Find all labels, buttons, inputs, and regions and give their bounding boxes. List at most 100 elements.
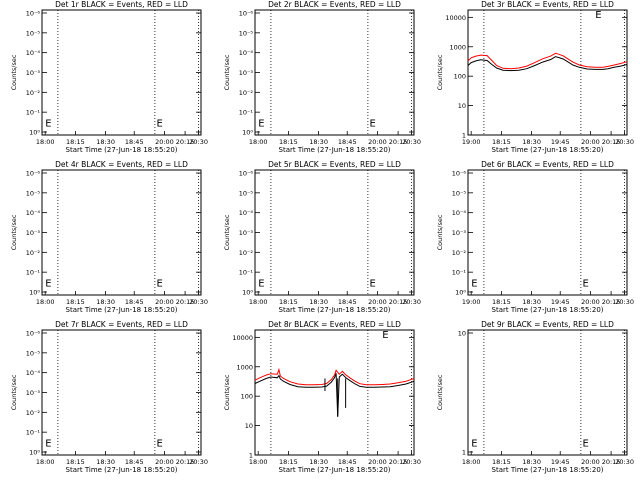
x-tick-label: 19:00 bbox=[462, 138, 481, 146]
panel-title: Det 1r BLACK = Events, RED = LLD bbox=[55, 0, 188, 9]
y-tick-label: 10⁻⁶ bbox=[26, 10, 41, 18]
x-tick-label: 18:00 bbox=[36, 458, 55, 466]
panel-title: Det 9r BLACK = Events, RED = LLD bbox=[481, 320, 614, 329]
y-tick-label: 10⁻² bbox=[452, 249, 467, 257]
y-axis-label: Counts/sec bbox=[436, 214, 444, 250]
plot-frame bbox=[254, 329, 415, 456]
y-tick-label: 10⁻² bbox=[239, 89, 254, 97]
detector-panel-4: Det 4r BLACK = Events, RED = LLD 18:00 18:… bbox=[10, 160, 208, 314]
y-tick-label: 100 bbox=[241, 393, 253, 401]
x-tick-label: 19:00 bbox=[462, 298, 481, 306]
x-tick-label: 18:15 bbox=[279, 298, 298, 306]
event-marker-label: E bbox=[45, 439, 51, 450]
y-tick-label: 10⁻⁶ bbox=[26, 170, 41, 178]
y-tick-label: 1 bbox=[249, 452, 253, 460]
x-axis-label: Start Time (27-Jun-18 18:55:20) bbox=[492, 146, 604, 154]
panel-title: Det 5r BLACK = Events, RED = LLD bbox=[268, 160, 401, 169]
y-tick-label: 1 bbox=[462, 449, 466, 457]
event-marker-label: E bbox=[369, 119, 375, 130]
detector-panel-3: Det 3r BLACK = Events, RED = LLD 19:00 18:… bbox=[436, 0, 634, 154]
y-tick-label: 10⁻⁵ bbox=[26, 189, 41, 197]
plot-frame bbox=[41, 169, 202, 296]
x-axis-label: Start Time (27-Jun-18 18:55:20) bbox=[279, 466, 391, 474]
x-tick-label: 20:15 bbox=[389, 138, 408, 146]
y-tick-label: 10⁻⁶ bbox=[26, 330, 41, 338]
y-tick-label: 10⁻⁶ bbox=[452, 170, 467, 178]
event-marker-label: E bbox=[258, 279, 264, 290]
event-marker-label: E bbox=[369, 279, 375, 290]
event-marker-label: E bbox=[156, 279, 162, 290]
detector-panel-6: Det 6r BLACK = Events, RED = LLD 19:00 18:… bbox=[436, 160, 634, 314]
y-axis-label: Counts/sec bbox=[10, 214, 18, 250]
x-tick-label: 20:30 bbox=[615, 298, 634, 306]
x-tick-label: 20:00 bbox=[581, 298, 600, 306]
y-axis-label: Counts/sec bbox=[10, 54, 18, 90]
y-tick-label: 10⁻¹ bbox=[452, 269, 467, 277]
plot-frame bbox=[467, 169, 628, 296]
x-tick-label: 18:45 bbox=[125, 458, 144, 466]
event-marker-label: E bbox=[582, 279, 588, 290]
detector-panel-5: Det 5r BLACK = Events, RED = LLD 18:00 18:… bbox=[223, 160, 421, 314]
detector-panel-8: Det 8r BLACK = Events, RED = LLD 18:00 18:… bbox=[223, 320, 421, 474]
lld-series-line bbox=[254, 367, 415, 386]
x-tick-label: 18:00 bbox=[36, 138, 55, 146]
y-tick-label: 10 bbox=[458, 102, 466, 110]
x-tick-label: 18:15 bbox=[66, 298, 85, 306]
events-series-line bbox=[467, 56, 628, 72]
y-tick-label: 10⁻⁵ bbox=[452, 189, 467, 197]
y-tick-label: 10⁰ bbox=[242, 289, 253, 297]
x-tick-label: 18:30 bbox=[96, 138, 115, 146]
x-tick-label: 18:45 bbox=[125, 138, 144, 146]
panel-title: Det 7r BLACK = Events, RED = LLD bbox=[55, 320, 188, 329]
y-tick-label: 1000 bbox=[236, 363, 253, 371]
x-tick-label: 18:30 bbox=[96, 298, 115, 306]
x-tick-label: 18:45 bbox=[125, 298, 144, 306]
x-axis-label: Start Time (27-Jun-18 18:55:20) bbox=[279, 306, 391, 314]
x-tick-label: 18:30 bbox=[522, 298, 541, 306]
y-tick-label: 10⁰ bbox=[29, 289, 40, 297]
x-axis-label: Start Time (27-Jun-18 18:55:20) bbox=[279, 146, 391, 154]
panel-title: Det 8r BLACK = Events, RED = LLD bbox=[268, 320, 401, 329]
x-tick-label: 19:45 bbox=[551, 458, 570, 466]
x-tick-label: 18:45 bbox=[338, 138, 357, 146]
y-tick-label: 10⁻³ bbox=[452, 229, 467, 237]
x-tick-label: 20:15 bbox=[176, 138, 195, 146]
event-marker-label: E bbox=[156, 119, 162, 130]
x-tick-label: 20:15 bbox=[602, 138, 621, 146]
plot-frame bbox=[41, 9, 202, 136]
plot-frame bbox=[254, 9, 415, 136]
x-tick-label: 20:30 bbox=[615, 138, 634, 146]
y-axis-label: Counts/sec bbox=[10, 374, 18, 410]
y-tick-label: 10⁻³ bbox=[239, 229, 254, 237]
x-tick-label: 20:00 bbox=[155, 298, 174, 306]
x-tick-label: 18:15 bbox=[279, 458, 298, 466]
x-tick-label: 18:15 bbox=[492, 298, 511, 306]
y-tick-label: 100 bbox=[454, 73, 466, 81]
x-tick-label: 18:00 bbox=[462, 458, 481, 466]
event-marker-label: E bbox=[258, 119, 264, 130]
x-tick-label: 20:15 bbox=[602, 458, 621, 466]
y-tick-label: 10 bbox=[458, 330, 466, 338]
x-tick-label: 18:30 bbox=[96, 458, 115, 466]
detector-panel-2: Det 2r BLACK = Events, RED = LLD 18:00 18:… bbox=[223, 0, 421, 154]
x-axis-label: Start Time (27-Jun-18 18:55:20) bbox=[66, 466, 178, 474]
x-tick-label: 20:00 bbox=[581, 138, 600, 146]
y-tick-label: 10⁻⁴ bbox=[239, 209, 254, 217]
y-tick-label: 10⁻¹ bbox=[26, 269, 41, 277]
y-tick-label: 10⁻⁵ bbox=[239, 189, 254, 197]
plot-frame bbox=[467, 9, 628, 136]
x-tick-label: 18:15 bbox=[66, 138, 85, 146]
y-tick-label: 10⁻³ bbox=[239, 69, 254, 77]
y-tick-label: 10⁻¹ bbox=[26, 429, 41, 437]
detector-panel-9: Det 9r BLACK = Events, RED = LLD 18:00 18:… bbox=[436, 320, 634, 474]
y-tick-label: 10⁻² bbox=[26, 249, 41, 257]
y-axis-label: Counts/sec bbox=[223, 214, 231, 250]
x-tick-label: 18:00 bbox=[36, 298, 55, 306]
x-tick-label: 20:15 bbox=[602, 298, 621, 306]
plot-frame bbox=[254, 169, 415, 296]
y-axis-label: Counts/sec bbox=[436, 374, 444, 410]
lld-series-line bbox=[467, 52, 628, 70]
panel-title: Det 2r BLACK = Events, RED = LLD bbox=[268, 0, 401, 9]
y-tick-label: 10⁻⁴ bbox=[26, 369, 41, 377]
